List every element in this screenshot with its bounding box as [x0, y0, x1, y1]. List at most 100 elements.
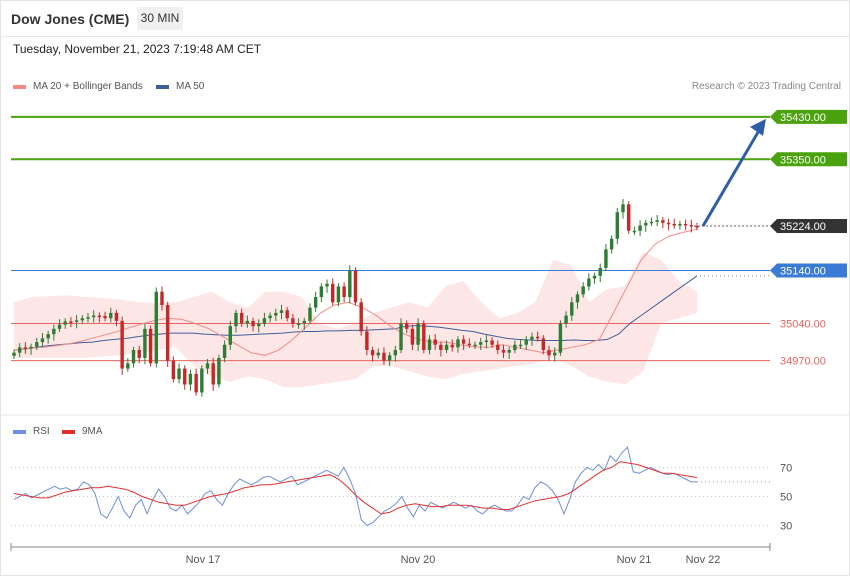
timeframe-selector[interactable]: 30 MIN	[137, 7, 183, 30]
candle-body	[547, 350, 551, 356]
candle-body	[615, 212, 620, 239]
candle-body	[672, 223, 676, 226]
level-label: 35040.00	[780, 319, 826, 331]
candle-body	[35, 342, 39, 347]
candle-body	[513, 344, 517, 351]
candle-body	[456, 339, 460, 348]
candle-body	[353, 270, 358, 303]
candle-body	[274, 312, 278, 316]
candle-body	[97, 315, 102, 318]
ma50-line	[13, 275, 698, 351]
candle-body	[661, 220, 665, 223]
candle-body	[103, 316, 107, 319]
candle-body	[649, 221, 654, 224]
candle-body	[564, 315, 568, 324]
candle-body	[587, 278, 591, 287]
candle-body	[695, 226, 699, 228]
legend-rsi: RSI	[13, 426, 50, 437]
candle-body	[109, 312, 113, 319]
candle-body	[609, 238, 614, 250]
candle-body	[518, 344, 523, 347]
candle-body	[23, 347, 28, 349]
candle-body	[570, 302, 574, 316]
candle-body	[143, 328, 147, 358]
level-label: 35350.00	[780, 154, 826, 166]
candle-body	[268, 315, 272, 319]
candle-body	[228, 326, 232, 345]
candle-body	[535, 336, 540, 339]
price-tag-box	[770, 219, 847, 234]
candle-body	[126, 363, 130, 369]
candle-body	[461, 339, 466, 344]
level-label: 35430.00	[780, 112, 826, 124]
legend-ma20-label: MA 20 + Bollinger Bands	[33, 81, 143, 92]
candle-body	[52, 328, 56, 335]
forecast-arrow	[701, 118, 766, 227]
candle-body	[217, 357, 221, 385]
rsi-9ma-line	[13, 461, 698, 515]
candle-body	[507, 350, 511, 353]
candle-body	[490, 340, 494, 345]
legend-ma50: MA 50	[156, 81, 204, 92]
candle-body	[604, 249, 608, 268]
x-tick-label: Nov 22	[686, 554, 721, 566]
candle-body	[359, 302, 363, 332]
candle-body	[575, 294, 580, 303]
candle-body	[194, 373, 198, 393]
timestamp: Tuesday, November 21, 2023 7:19:48 AM CE…	[13, 42, 262, 56]
candle-body	[427, 339, 432, 351]
candle-body	[234, 312, 238, 327]
x-tick-label: Nov 17	[186, 554, 221, 566]
candle-body	[644, 222, 648, 226]
candle-body	[530, 336, 534, 340]
candle-body	[541, 338, 546, 351]
arrow-head	[750, 118, 766, 136]
candle-body	[200, 368, 204, 393]
candle-body	[501, 350, 506, 353]
candle-body	[433, 339, 437, 345]
candle-body	[365, 331, 369, 351]
rsi-panel: 70 50 30	[11, 446, 792, 532]
candle-body	[296, 323, 301, 326]
candle-body	[553, 352, 557, 356]
candle-body	[370, 350, 375, 356]
level-label: 35224.00	[780, 221, 826, 233]
candle-body	[439, 344, 443, 351]
rsi-tick-label: 30	[780, 520, 792, 532]
candle-body	[558, 323, 563, 353]
candle-body	[683, 223, 688, 226]
arrow-shaft	[701, 128, 762, 227]
candle-body	[342, 286, 346, 298]
rsi-line	[13, 446, 697, 527]
candle-body	[245, 320, 250, 324]
candle-body	[410, 328, 415, 345]
candle-body	[484, 340, 489, 343]
candle-body	[422, 323, 426, 351]
level-label: 34970.00	[780, 356, 826, 368]
candle-body	[399, 323, 403, 351]
candle-body	[444, 344, 449, 351]
candle-body	[285, 310, 289, 319]
candle-body	[348, 270, 352, 298]
chart-header: Dow Jones (CME) 30 MIN	[0, 0, 850, 37]
ma50-swatch	[156, 84, 169, 89]
candle-body	[57, 324, 62, 329]
candle-body	[120, 320, 124, 369]
candle-body	[257, 323, 261, 327]
candle-body	[63, 321, 67, 325]
candle-body	[40, 338, 45, 343]
candle-body	[17, 347, 22, 353]
candle-body	[188, 373, 193, 385]
candle-body	[592, 275, 597, 279]
candle-body	[46, 334, 50, 339]
rsi-swatch	[13, 429, 26, 434]
legend-ma20: MA 20 + Bollinger Bands	[13, 81, 143, 92]
candle-body	[450, 344, 454, 348]
ma9-swatch	[62, 429, 75, 434]
candle-body	[479, 342, 483, 345]
candle-body	[626, 204, 631, 231]
candle-body	[131, 350, 136, 364]
candle-body	[598, 267, 602, 276]
candle-body	[638, 225, 642, 231]
candle-body	[581, 286, 585, 295]
